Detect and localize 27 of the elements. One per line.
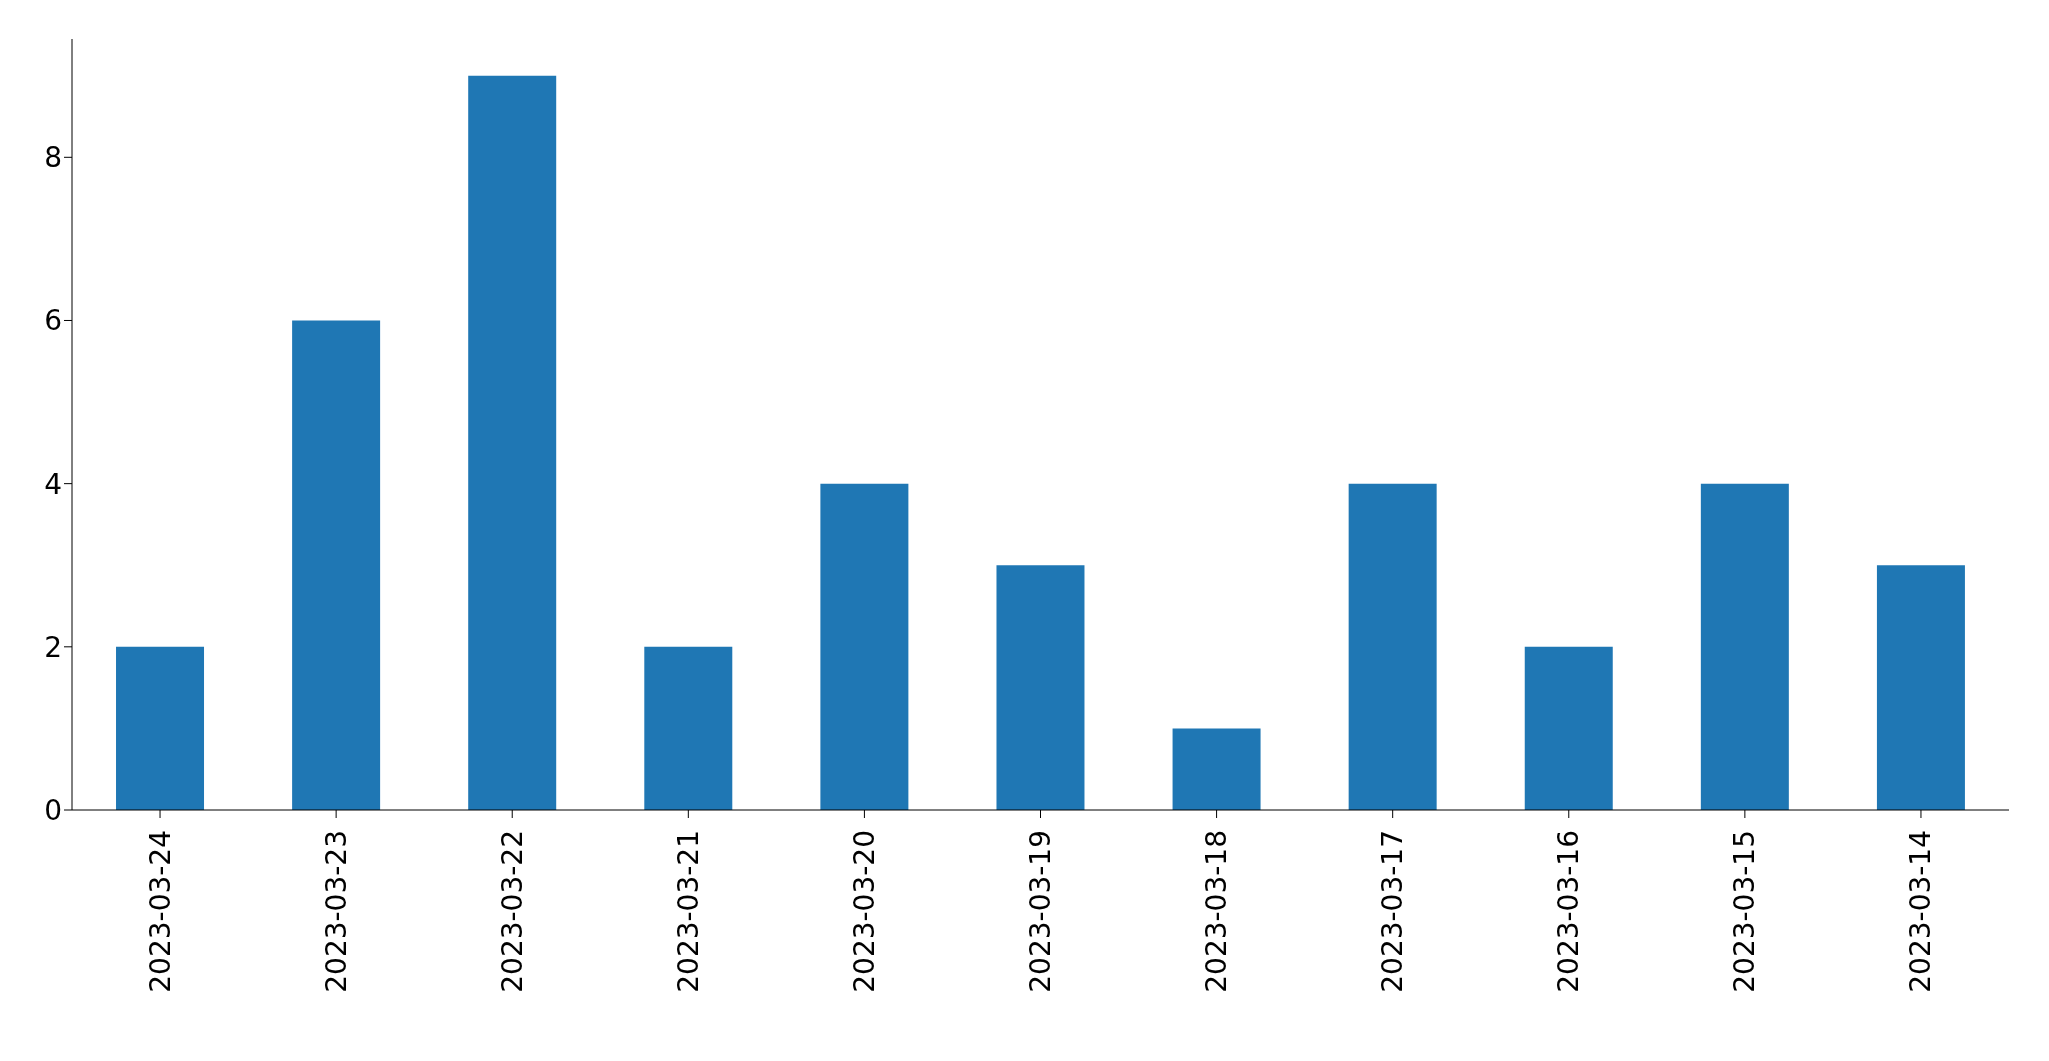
x-tick-label: 2023-03-24 bbox=[143, 830, 177, 993]
bar bbox=[1700, 483, 1789, 810]
bar bbox=[1172, 728, 1261, 810]
bar bbox=[820, 483, 909, 810]
x-tick-label: 2023-03-15 bbox=[1728, 830, 1762, 993]
bar bbox=[468, 75, 557, 810]
x-tick-label: 2023-03-17 bbox=[1376, 830, 1410, 993]
bar bbox=[996, 565, 1085, 810]
bar bbox=[1876, 565, 1965, 810]
x-tick-label: 2023-03-21 bbox=[671, 830, 705, 993]
bar bbox=[1348, 483, 1437, 810]
bar bbox=[644, 646, 733, 810]
x-tick-label: 2023-03-16 bbox=[1552, 830, 1586, 993]
y-tick-label: 6 bbox=[44, 304, 62, 338]
y-tick-label: 8 bbox=[44, 141, 62, 175]
y-tick-label: 4 bbox=[44, 467, 62, 501]
y-tick-label: 0 bbox=[44, 793, 62, 827]
x-tick-label: 2023-03-22 bbox=[495, 830, 529, 993]
bar bbox=[292, 320, 381, 810]
x-tick-label: 2023-03-18 bbox=[1200, 830, 1234, 993]
bar bbox=[116, 646, 205, 810]
x-tick-label: 2023-03-19 bbox=[1024, 830, 1057, 993]
x-tick-label: 2023-03-20 bbox=[847, 830, 881, 993]
x-tick-label: 2023-03-23 bbox=[319, 830, 353, 993]
bar bbox=[1524, 646, 1613, 810]
x-tick-label: 2023-03-14 bbox=[1904, 830, 1938, 993]
y-tick-label: 2 bbox=[44, 630, 62, 664]
